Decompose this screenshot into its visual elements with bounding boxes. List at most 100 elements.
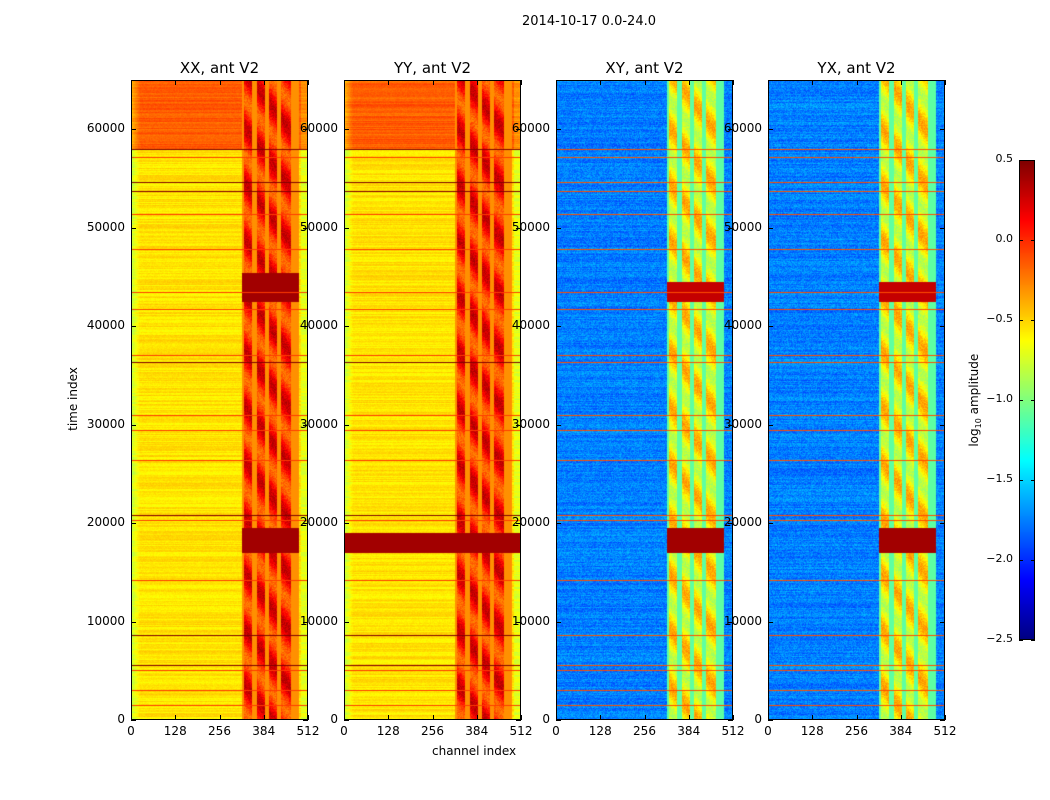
- colorbar-tick-mark: [1019, 240, 1023, 241]
- y-tick-label: 50000: [299, 219, 338, 234]
- colorbar-tick-mark: [1019, 160, 1023, 161]
- y-tick-mark: [131, 227, 136, 229]
- heatmap-panel-2: [556, 80, 733, 720]
- x-tick-mark: [344, 715, 345, 720]
- x-tick-label: 384: [889, 724, 913, 738]
- x-tick-mark-top: [856, 80, 858, 85]
- y-tick-mark: [131, 129, 136, 131]
- y-tick-mark-right: [728, 720, 733, 721]
- y-tick-mark: [344, 720, 349, 721]
- colorbar-tick-label: 0.0: [995, 232, 1014, 245]
- y-tick-mark: [344, 129, 349, 131]
- y-tick-label: 20000: [723, 515, 762, 530]
- y-tick-mark: [131, 720, 136, 721]
- x-tick-mark: [556, 715, 557, 720]
- colorbar-tick-mark: [1019, 400, 1023, 401]
- y-tick-mark: [131, 424, 136, 426]
- x-tick-mark: [945, 715, 946, 720]
- y-tick-mark: [556, 523, 561, 525]
- x-tick-label: 256: [845, 724, 868, 738]
- y-tick-mark-right: [516, 720, 521, 721]
- x-tick-mark-top: [432, 80, 434, 85]
- colorbar-tick-label: −2.5: [986, 632, 1013, 645]
- heatmap-panel-0: [131, 80, 308, 720]
- x-tick-label: 0: [340, 724, 348, 738]
- y-tick-label: 0: [754, 712, 762, 726]
- y-tick-mark-right: [940, 424, 945, 426]
- x-tick-mark-top: [644, 80, 646, 85]
- y-tick-label: 40000: [723, 318, 762, 333]
- y-tick-mark-right: [940, 129, 945, 131]
- y-tick-mark-right: [303, 720, 308, 721]
- x-tick-label: 128: [376, 724, 400, 738]
- x-tick-label: 512: [296, 724, 320, 738]
- y-tick-mark-right: [940, 720, 945, 721]
- y-tick-label: 10000: [86, 613, 125, 628]
- x-tick-label: 512: [933, 724, 957, 738]
- colorbar-tick-mark-right: [1031, 480, 1035, 481]
- y-tick-mark: [768, 424, 773, 426]
- x-tick-mark: [131, 715, 132, 720]
- y-tick-label: 50000: [86, 219, 125, 234]
- y-tick-label: 10000: [723, 613, 762, 628]
- x-tick-label: 0: [764, 724, 772, 738]
- y-tick-mark: [131, 621, 136, 623]
- y-tick-mark-right: [303, 621, 308, 623]
- y-tick-mark-right: [728, 424, 733, 426]
- panel-title: YY, ant V2: [393, 59, 471, 77]
- y-tick-mark-right: [940, 227, 945, 229]
- y-tick-mark: [344, 326, 349, 328]
- y-tick-mark: [556, 424, 561, 426]
- y-tick-label: 30000: [86, 416, 125, 431]
- x-tick-label: 128: [800, 724, 824, 738]
- x-tick-mark: [476, 715, 478, 720]
- x-tick-mark: [812, 715, 814, 720]
- x-tick-label: 256: [421, 724, 444, 738]
- y-tick-mark: [556, 326, 561, 328]
- x-tick-mark-top: [900, 80, 902, 85]
- y-tick-mark: [768, 227, 773, 229]
- y-tick-label: 60000: [723, 121, 762, 136]
- y-tick-label: 30000: [723, 416, 762, 431]
- colorbar-label-sub: 10: [974, 418, 984, 429]
- y-tick-label: 60000: [511, 121, 550, 136]
- panel-title: XY, ant V2: [605, 59, 684, 77]
- x-tick-mark: [900, 715, 902, 720]
- x-tick-mark: [856, 715, 858, 720]
- x-tick-mark: [644, 715, 646, 720]
- y-tick-label: 0: [542, 712, 550, 726]
- colorbar-tick-mark: [1019, 560, 1023, 561]
- y-tick-mark-right: [516, 227, 521, 229]
- x-tick-label: 0: [127, 724, 135, 738]
- y-tick-label: 20000: [511, 515, 550, 530]
- heatmap-panel-1: [344, 80, 521, 720]
- x-tick-mark-top: [388, 80, 390, 85]
- x-axis-label: channel index: [432, 744, 517, 758]
- x-tick-label: 384: [252, 724, 276, 738]
- y-tick-label: 40000: [299, 318, 338, 333]
- x-tick-label: 256: [208, 724, 231, 738]
- panel-title: YX, ant V2: [817, 59, 896, 77]
- y-tick-label: 60000: [299, 121, 338, 136]
- y-tick-mark: [768, 326, 773, 328]
- y-tick-mark-right: [516, 129, 521, 131]
- y-tick-mark-right: [303, 227, 308, 229]
- y-tick-mark-right: [728, 621, 733, 623]
- x-tick-mark-top: [521, 80, 522, 85]
- x-tick-mark: [432, 715, 434, 720]
- colorbar-tick-mark-right: [1031, 240, 1035, 241]
- x-tick-label: 128: [163, 724, 187, 738]
- y-tick-mark-right: [303, 523, 308, 525]
- x-tick-label: 256: [633, 724, 656, 738]
- x-tick-label: 0: [552, 724, 560, 738]
- colorbar-tick-label: −1.5: [986, 472, 1013, 485]
- y-tick-label: 40000: [511, 318, 550, 333]
- x-tick-mark-top: [733, 80, 734, 85]
- heatmap-panel-3: [768, 80, 945, 720]
- colorbar-tick-label: −2.0: [986, 552, 1013, 565]
- y-tick-mark: [556, 720, 561, 721]
- x-tick-mark: [175, 715, 177, 720]
- y-tick-mark: [344, 424, 349, 426]
- x-tick-mark: [600, 715, 602, 720]
- y-tick-mark-right: [940, 326, 945, 328]
